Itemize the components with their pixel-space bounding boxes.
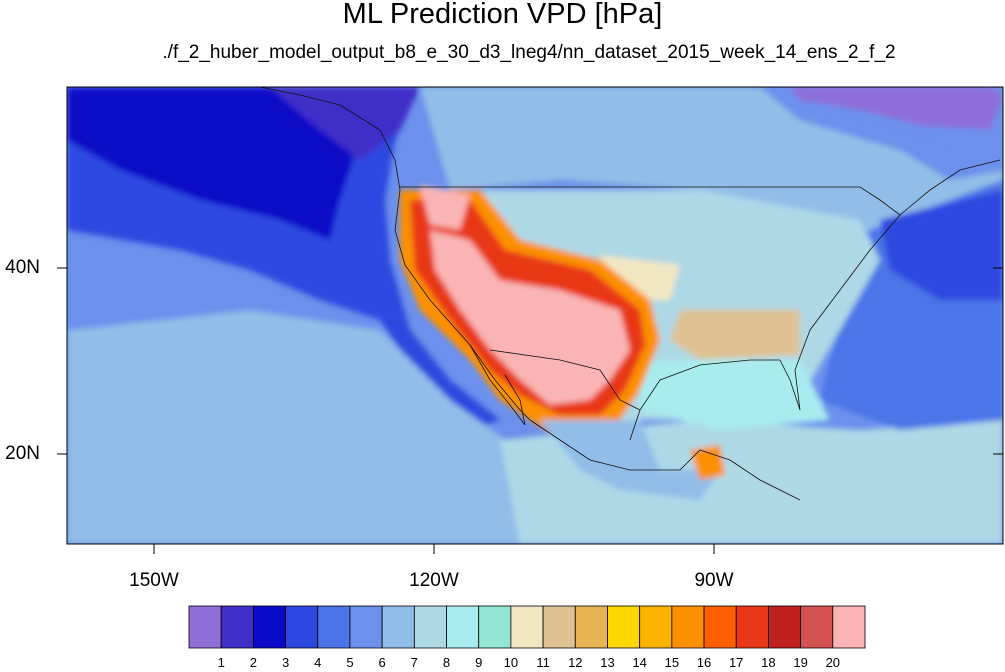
colorbar-label: 1: [217, 655, 225, 670]
map-frame: [66, 86, 1004, 545]
colorbar-swatch: [639, 605, 673, 649]
colorbar-label: 15: [664, 655, 680, 670]
mexico-coast: [529, 419, 801, 501]
colorbar-label: 11: [536, 655, 550, 670]
us-canada-border: [400, 186, 901, 216]
colorbar-swatch: [252, 605, 286, 649]
colorbar-swatch: [703, 605, 737, 649]
colorbar-swatch: [735, 605, 769, 649]
baja: [469, 344, 526, 426]
colorbar-swatch: [510, 605, 544, 649]
gulf-coast: [629, 359, 801, 441]
colorbar-label: 20: [825, 655, 841, 670]
colorbar-swatch: [542, 605, 576, 649]
colorbar-label: 9: [475, 655, 483, 670]
colorbar-swatch: [285, 605, 319, 649]
field-gulf: [640, 360, 830, 430]
lon-label-90w: 90W: [694, 570, 734, 591]
field-canada: [420, 87, 1003, 240]
colorbar-label: 14: [632, 655, 647, 670]
tick-marks: [57, 267, 1003, 554]
colorbar-swatch: [607, 605, 641, 649]
field-sw-core: [430, 230, 630, 405]
coastlines: [259, 87, 1001, 501]
colorbar-swatch: [768, 605, 802, 649]
colorbar-label: 18: [761, 655, 776, 670]
colorbar-label: 5: [346, 655, 354, 670]
field-nw-hot: [420, 185, 470, 230]
east-coast: [794, 159, 1001, 411]
colorbar-label: 6: [378, 655, 386, 670]
colorbar-swatch: [381, 605, 415, 649]
lon-label-120w: 120W: [409, 570, 459, 591]
colorbar-swatch: [574, 605, 608, 649]
colorbar-label: 3: [281, 655, 290, 670]
colorbar-swatch: [349, 605, 383, 649]
field-atlantic-dark: [880, 190, 1003, 300]
west-coast: [394, 189, 531, 421]
colorbar-swatch: [832, 605, 866, 649]
colorbar-swatch: [413, 605, 447, 649]
field-pacific-darkest: [67, 87, 360, 240]
colorbar-label: 8: [442, 655, 451, 670]
colorbar-label: 19: [793, 655, 808, 670]
lat-label-20n: 20N: [5, 443, 40, 464]
colorbar-swatch: [317, 605, 351, 649]
colorbar-label: 4: [314, 655, 322, 670]
colorbar-label: 13: [600, 655, 615, 670]
colorbar-swatch: [188, 605, 222, 649]
colorbar-label: 2: [249, 655, 257, 670]
colorbar-swatch: [220, 605, 254, 649]
lon-label-150w: 150W: [129, 570, 179, 591]
colorbar-swatch: [478, 605, 512, 649]
vpd-field: [67, 87, 1003, 544]
field-mexico: [540, 420, 720, 500]
colorbar-swatch: [800, 605, 834, 649]
us-mexico-border: [489, 349, 641, 411]
colorbar: [188, 605, 866, 649]
colorbar-label: 17: [728, 655, 744, 670]
field-southeast: [670, 310, 800, 360]
colorbar-swatch: [446, 605, 480, 649]
colorbar-label: 16: [696, 655, 712, 670]
colorbar-label: 7: [410, 655, 418, 670]
map-title: ML Prediction VPD [hPa]: [342, 0, 663, 30]
field-yucatan-hot: [690, 445, 725, 480]
map-subtitle: ./f_2_huber_model_output_b8_e_30_d3_lneg…: [162, 42, 896, 63]
field-labrador: [790, 87, 1003, 130]
colorbar-label: 12: [568, 655, 583, 670]
colorbar-label: 10: [503, 655, 519, 670]
canada-coast: [259, 87, 401, 191]
colorbar-swatch: [671, 605, 705, 649]
field-alaska-coast: [270, 87, 420, 160]
lat-label-40n: 40N: [5, 257, 40, 278]
